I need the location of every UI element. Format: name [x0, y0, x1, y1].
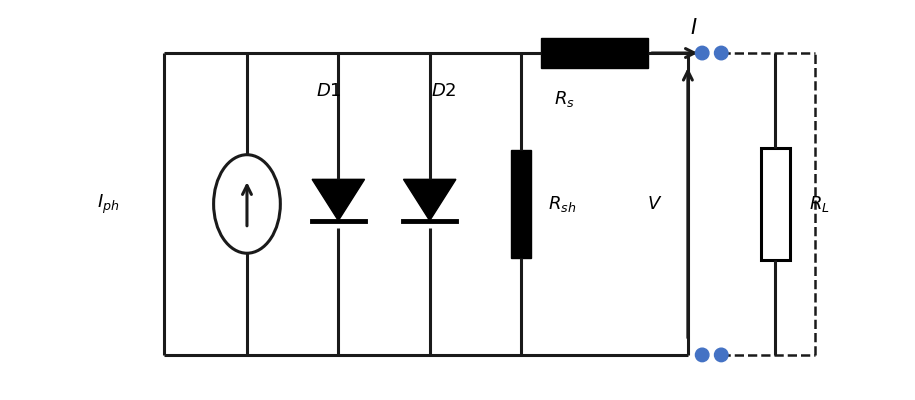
Circle shape: [715, 46, 728, 60]
Circle shape: [715, 348, 728, 362]
Text: $I$: $I$: [691, 18, 698, 38]
Text: $V$: $V$: [647, 195, 662, 213]
Text: $R_L$: $R_L$: [809, 194, 829, 214]
Bar: [511, 150, 532, 258]
Bar: [541, 38, 648, 68]
Polygon shape: [404, 179, 456, 221]
Text: $D2$: $D2$: [431, 82, 457, 100]
Circle shape: [695, 348, 709, 362]
Text: $D1$: $D1$: [316, 82, 341, 100]
Text: $R_s$: $R_s$: [554, 89, 576, 109]
Circle shape: [695, 46, 709, 60]
Bar: [761, 148, 790, 260]
Polygon shape: [312, 179, 364, 221]
Text: $I_{ph}$: $I_{ph}$: [97, 192, 119, 216]
Text: $R_{sh}$: $R_{sh}$: [548, 194, 576, 214]
